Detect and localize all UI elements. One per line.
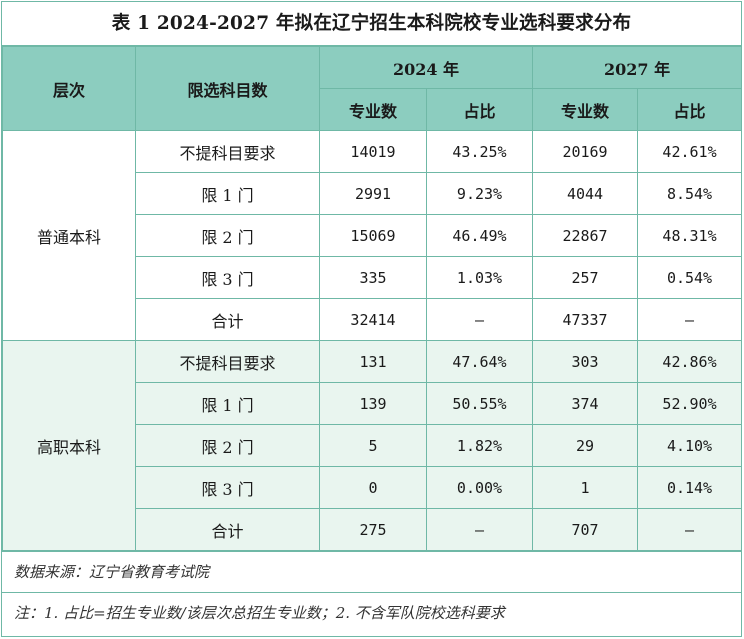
ratio-2027-cell: 8.54% [637,172,743,215]
table-row: 限 2 门 5 1.82% 29 4.10% [3,424,743,467]
major-count-2024-cell: 15069 [319,214,427,257]
major-count-2027-cell: 20169 [532,130,639,173]
header-year-2027: 2027 年 [532,46,743,89]
ratio-2024-cell: 9.23% [425,172,534,215]
table-row: 合计 32414–47337– [3,298,743,341]
table-row: 限 1 门 139 50.55% 374 52.90% [3,382,743,425]
subject-req-cell: 不提科目要求 [135,130,320,173]
subject-req-cell: 限 3 门 [135,466,320,509]
table-row: 限 3 门 0 0.00% 1 0.14% [3,466,743,509]
header-year-2024: 2024 年 [318,46,534,89]
table-title: 表 1 2024-2027 年拟在辽宁招生本科院校专业选科要求分布 [2,2,741,46]
header-major-count-2027: 专业数 [532,88,639,131]
major-count-2024-cell: 139 [319,382,427,425]
major-count-2024-cell: 335 [319,256,427,299]
ratio-2024-cell: 1.82% [425,424,534,467]
ratio-2027-cell: 42.86% [637,340,743,383]
header-major-count-2024: 专业数 [319,88,427,131]
ratio-2027-cell: 4.10% [637,424,743,467]
table-row: 限 2 门 15069 46.49% 22867 48.31% [3,214,743,257]
major-count-2027-cell: 47337 [532,298,639,341]
subject-req-cell: 限 2 门 [135,214,320,257]
major-count-2027-cell: 22867 [532,214,639,257]
major-count-2027-cell: 29 [532,424,639,467]
table-row: 限 1 门 2991 9.23% 4044 8.54% [3,172,743,215]
level-cell: 高职本科 [2,340,136,551]
table-body: 普通本科 不提科目要求 14019 43.25% 20169 42.61% 限 1 门 299… [2,130,743,551]
table-row: 合计 275–707– [3,508,743,551]
header-ratio-2027: 占比 [637,88,743,131]
major-count-2024-cell: 131 [319,340,427,383]
major-count-2024-cell: 32414 [319,298,427,341]
header-ratio-2024: 占比 [425,88,534,131]
ratio-2027-cell: – [637,298,743,341]
major-count-2024-cell: 5 [319,424,427,467]
ratio-2027-cell: 52.90% [637,382,743,425]
ratio-2027-cell: 0.14% [637,466,743,509]
major-count-2024-cell: 0 [319,466,427,509]
subject-req-cell: 合计 [135,508,320,551]
major-count-2024-cell: 275 [319,508,427,551]
level-cell: 普通本科 [2,130,136,341]
major-count-2024-cell: 14019 [319,130,427,173]
ratio-2024-cell: 0.00% [425,466,534,509]
subject-req-cell: 限 1 门 [135,382,320,425]
table-row: 限 3 门 335 1.03% 257 0.54% [3,256,743,299]
table-row: 高职本科 不提科目要求 131 47.64% 303 42.86% [2,340,743,551]
ratio-2027-cell: 48.31% [637,214,743,257]
major-count-2027-cell: 707 [532,508,639,551]
major-count-2027-cell: 257 [532,256,639,299]
ratio-2024-cell: 43.25% [425,130,534,173]
footnote: 注：1. 占比=招生专业数/该层次总招生专业数；2. 不含军队院校选科要求 [2,592,741,633]
ratio-2024-cell: 46.49% [425,214,534,257]
ratio-2027-cell: 42.61% [637,130,743,173]
subject-req-cell: 限 1 门 [135,172,320,215]
subject-req-cell: 限 3 门 [135,256,320,299]
subject-req-cell: 限 2 门 [135,424,320,467]
ratio-2024-cell: 47.64% [425,340,534,383]
header-subject-req: 限选科目数 [135,46,320,131]
major-count-2027-cell: 303 [532,340,639,383]
data-table: 层次 限选科目数 2024 年 2027 年 专业数 占比 专业数 占比 普通本… [2,46,743,551]
table-row: 普通本科 不提科目要求 14019 43.25% 20169 42.61% [2,130,743,341]
ratio-2027-cell: 0.54% [637,256,743,299]
subject-req-cell: 不提科目要求 [135,340,320,383]
header-level: 层次 [2,46,136,131]
ratio-2024-cell: – [425,298,534,341]
subject-req-cell: 合计 [135,298,320,341]
ratio-2024-cell: – [425,508,534,551]
major-count-2027-cell: 1 [532,466,639,509]
major-count-2024-cell: 2991 [319,172,427,215]
ratio-2024-cell: 1.03% [425,256,534,299]
source-note: 数据来源：辽宁省教育考试院 [2,551,741,592]
major-count-2027-cell: 4044 [532,172,639,215]
ratio-2024-cell: 50.55% [425,382,534,425]
major-count-2027-cell: 374 [532,382,639,425]
ratio-2027-cell: – [637,508,743,551]
table-footer: 数据来源：辽宁省教育考试院 注：1. 占比=招生专业数/该层次总招生专业数；2.… [2,551,741,633]
